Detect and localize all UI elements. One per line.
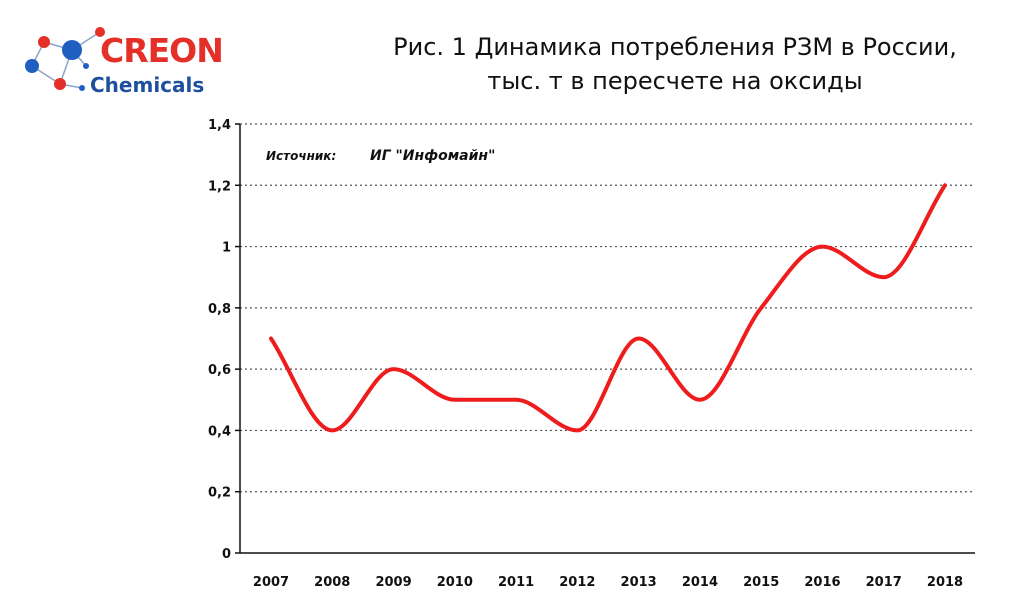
- chart-title-line-2: тыс. т в пересчете на оксиды: [487, 67, 863, 95]
- logo-word-chemicals: Chemicals: [90, 73, 205, 97]
- x-tick-label: 2014: [682, 575, 718, 590]
- y-tick-label: 1: [222, 241, 231, 256]
- x-tick-label: 2015: [743, 575, 779, 590]
- x-tick-label: 2017: [866, 575, 902, 590]
- x-tick-label: 2009: [375, 575, 411, 590]
- x-tick-label: 2013: [621, 575, 657, 590]
- y-tick-label: 0,6: [208, 363, 231, 378]
- logo-word-creon: CREON: [100, 31, 224, 70]
- y-tick-label: 0,2: [208, 486, 231, 501]
- source-label: Источник:: [266, 149, 336, 163]
- x-tick-label: 2016: [804, 575, 840, 590]
- x-tick-label: 2008: [314, 575, 350, 590]
- x-tick-label: 2007: [253, 575, 289, 590]
- chart-title: Рис. 1 Динамика потребления РЗМ в России…: [330, 30, 1020, 98]
- source-value: ИГ "Инфомайн": [370, 148, 495, 164]
- y-axis-ticks: 0 0,2 0,4 0,6 0,8 1 1,2 1,4: [208, 118, 240, 562]
- x-tick-label: 2018: [927, 575, 963, 590]
- molecule-icon: [25, 27, 105, 91]
- creon-logo: CREON Chemicals: [20, 22, 235, 100]
- y-tick-label: 1,2: [208, 179, 231, 194]
- grid-lines: [240, 123, 975, 493]
- x-tick-label: 2011: [498, 575, 534, 590]
- y-tick-label: 1,4: [208, 118, 231, 133]
- chart-title-line-1: Рис. 1 Динамика потребления РЗМ в России…: [393, 33, 957, 61]
- x-axis-ticks: 2007 2008 2009 2010 2011 2012 2013 2014 2015 2016…: [253, 575, 963, 590]
- y-tick-label: 0,4: [208, 424, 231, 439]
- x-tick-label: 2010: [437, 575, 473, 590]
- y-tick-label: 0,8: [208, 302, 231, 317]
- series-line: [269, 183, 947, 433]
- x-tick-label: 2012: [559, 575, 595, 590]
- y-tick-label: 0: [222, 547, 231, 562]
